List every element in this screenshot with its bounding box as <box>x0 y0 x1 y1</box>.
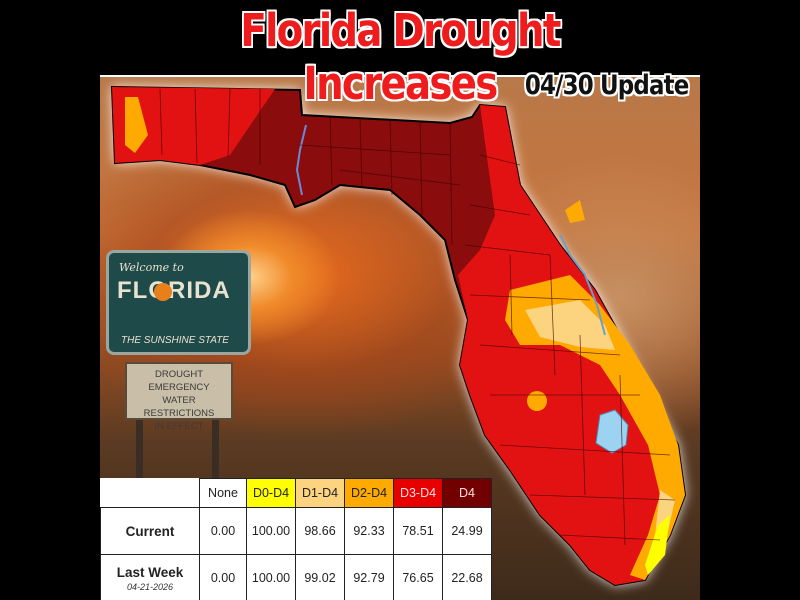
infographic: Florida Drought Increases 04/30 Update W… <box>100 0 700 600</box>
sign-welcome-text: Welcome to <box>119 261 184 274</box>
row-label-text: Current <box>125 523 175 539</box>
table-cell: 98.66 <box>295 507 345 555</box>
column-header-d1-d4: D1-D4 <box>295 478 345 508</box>
sign-tagline-text: THE SUNSHINE STATE <box>121 335 229 346</box>
table-cell: 22.68 <box>442 554 492 600</box>
table-row-last-week: Last Week 04-21-2026 0.00 100.00 99.02 9… <box>100 554 492 600</box>
sign-notice-line: IN EFFECT <box>154 421 204 432</box>
sign-state-text: FLORIDA <box>117 277 231 304</box>
column-header-d0-d4: D0-D4 <box>246 478 296 508</box>
sign-notice-line: WATER RESTRICTIONS <box>143 395 215 419</box>
row-label-current: Current <box>100 507 200 555</box>
table-cell: 92.79 <box>344 554 394 600</box>
row-label-last-week: Last Week 04-21-2026 <box>100 554 200 600</box>
table-header-row: None D0-D4 D1-D4 D2-D4 D3-D4 D4 <box>101 478 492 508</box>
table-cell: 99.02 <box>295 554 345 600</box>
sign-post <box>212 420 219 480</box>
headline-title: Florida Drought Increases <box>240 4 561 110</box>
sign-notice-line: DROUGHT EMERGENCY <box>148 369 210 393</box>
table-cell: 0.00 <box>199 554 247 600</box>
table-corner <box>101 479 200 508</box>
sign-post <box>136 420 143 480</box>
orange-icon <box>154 283 172 301</box>
drought-emergency-sign: DROUGHT EMERGENCY WATER RESTRICTIONS IN … <box>125 362 233 432</box>
table-cell: 100.00 <box>246 507 296 555</box>
table-cell: 92.33 <box>344 507 394 555</box>
column-header-d3-d4: D3-D4 <box>393 478 443 508</box>
row-label-text: Last Week <box>116 564 184 580</box>
florida-drought-map <box>110 85 687 587</box>
row-sublabel-date: 04-21-2026 <box>126 581 174 592</box>
table-row-current: Current 0.00 100.00 98.66 92.33 78.51 24… <box>100 507 492 555</box>
drought-stats-table: None D0-D4 D1-D4 D2-D4 D3-D4 D4 Current … <box>100 478 492 600</box>
column-header-d2-d4: D2-D4 <box>344 478 394 508</box>
column-header-none: None <box>199 478 247 508</box>
table-cell: 78.51 <box>393 507 443 555</box>
table-cell: 100.00 <box>246 554 296 600</box>
table-cell: 76.65 <box>393 554 443 600</box>
welcome-to-florida-sign: Welcome to FLORIDA THE SUNSHINE STATE <box>106 250 251 355</box>
update-date-subtitle: 04/30 Update <box>524 70 688 101</box>
table-cell: 0.00 <box>199 507 247 555</box>
column-header-d4: D4 <box>442 478 492 508</box>
table-cell: 24.99 <box>442 507 492 555</box>
